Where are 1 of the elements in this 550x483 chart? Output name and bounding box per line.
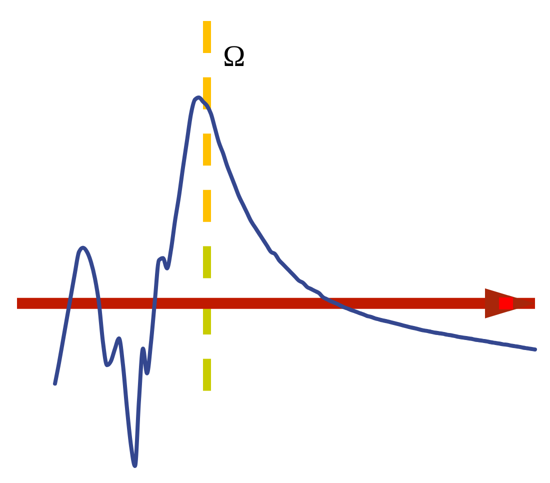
text: Ω [223,40,246,73]
